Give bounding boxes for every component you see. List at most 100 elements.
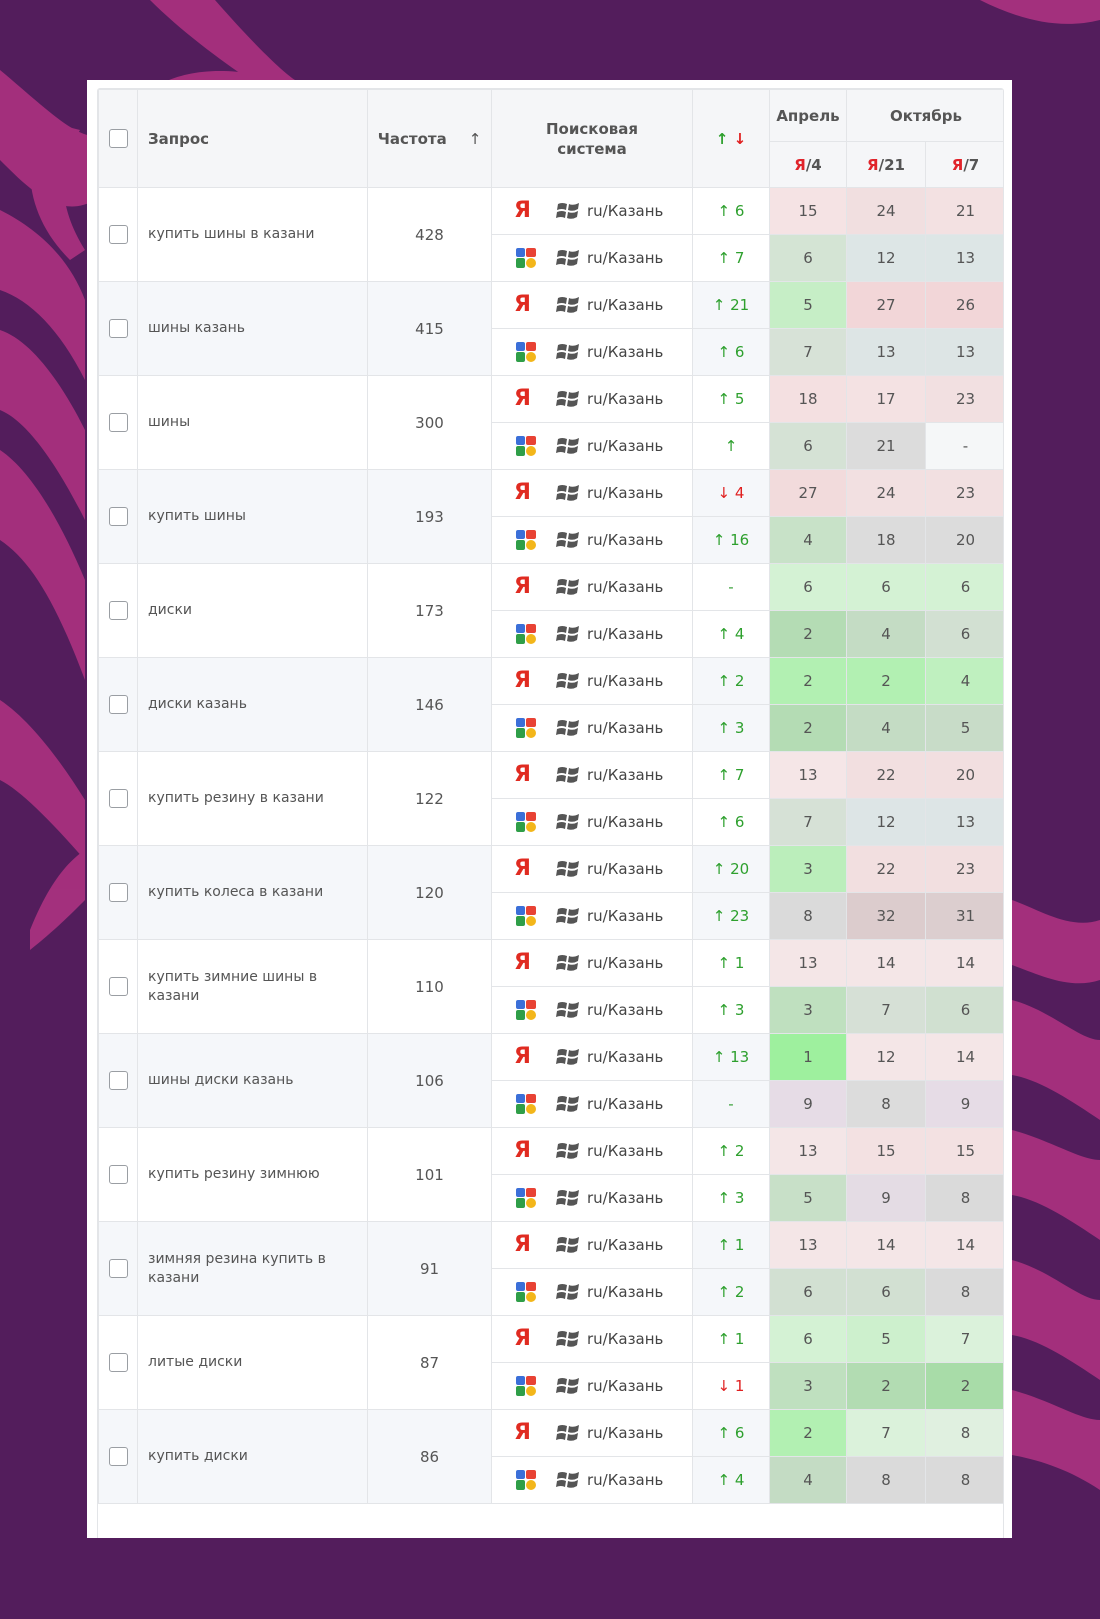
search-engine-column-header[interactable]: Поисковая система [491,89,693,188]
date-label: /21 [878,155,905,174]
position-cell: 9 [846,1174,926,1222]
date-column-header[interactable]: Я/21 [846,141,926,188]
position-cell: 17 [846,375,926,423]
google-icon [514,528,538,552]
dynamics-value: 3 [734,1189,745,1207]
position-cell: 6 [924,563,1003,611]
row-checkbox[interactable] [108,695,128,714]
query-column-header[interactable]: Запрос [137,89,368,188]
yandex-icon: Я [514,1138,531,1163]
row-checkbox[interactable] [108,1165,128,1184]
row-checkbox-cell [98,1409,138,1504]
frequency-column-header[interactable]: Частота ↑ [367,89,492,188]
windows-region-icon [556,720,579,736]
position-cell: 32 [846,892,926,940]
dynamics-arrow-icon: ↑ [717,625,731,643]
position-cell: 2 [924,1362,1003,1410]
google-icon [514,1468,538,1492]
region-label: ru/Казань [587,531,664,549]
windows-region-icon [556,297,579,313]
row-checkbox[interactable] [108,413,128,432]
engine-cell: ru/Казань [491,1362,693,1410]
windows-region-icon [556,1190,579,1206]
region-label: ru/Казань [587,1001,664,1019]
query-cell: зимняя резина купить в казани [137,1221,368,1316]
engine-cell: ru/Казань [491,1080,693,1128]
position-cell: 4 [769,1456,847,1504]
row-checkbox-cell [98,657,138,752]
dynamics-value: 7 [734,249,745,267]
position-cell: 7 [846,986,926,1034]
row-checkbox-cell [98,1221,138,1316]
windows-region-icon [556,673,579,689]
position-cell: 26 [924,281,1003,329]
position-cell: 27 [769,469,847,517]
select-all-checkbox[interactable] [108,129,128,148]
windows-region-icon [556,1096,579,1112]
table-row: ru/Казань ↑ 16 4 18 20 [99,516,1003,564]
row-checkbox[interactable] [108,601,128,620]
dynamics-value: 6 [734,343,745,361]
row-checkbox[interactable] [108,507,128,526]
row-checkbox[interactable] [108,1071,128,1090]
row-checkbox[interactable] [108,1353,128,1372]
yandex-icon: Я [514,762,531,787]
query-cell: купить резину зимнюю [137,1127,368,1222]
yandex-icon: Я [514,386,531,411]
position-cell: 14 [924,1221,1003,1269]
dynamics-value: 1 [734,954,745,972]
row-checkbox[interactable] [108,977,128,996]
position-cell: 6 [846,1268,926,1316]
row-checkbox[interactable] [108,1447,128,1466]
dynamics-arrow-icon: ↑ [717,1283,731,1301]
yandex-icon: Я [514,292,531,317]
yandex-letter: Я [951,155,964,174]
dynamics-arrow-icon: - [728,1095,734,1113]
google-icon-wrap [514,1092,538,1116]
windows-region-icon [556,1284,579,1300]
dynamics-cell: ↓ 1 [692,1362,770,1410]
position-cell: 15 [769,187,847,235]
row-checkbox[interactable] [108,1259,128,1278]
google-icon-wrap [514,998,538,1022]
position-cell: 13 [769,1221,847,1269]
region-label: ru/Казань [587,1377,664,1395]
row-checkbox[interactable] [108,319,128,338]
position-cell: 6 [769,1315,847,1363]
row-checkbox[interactable] [108,883,128,902]
frequency-cell: 101 [367,1127,492,1222]
dynamics-arrow-icon: ↑ [717,1330,731,1348]
frequency-label: Частота [377,129,447,148]
row-checkbox[interactable] [108,789,128,808]
yandex-icon: Я [514,1232,531,1257]
position-cell: 8 [924,1456,1003,1504]
google-icon [514,998,538,1022]
dynamics-value: 2 [734,1142,745,1160]
date-column-header[interactable]: Я/4 [769,141,847,188]
date-column-header[interactable]: Я/7 [924,141,1003,188]
region-label: ru/Казань [587,1283,664,1301]
dynamics-column-header[interactable]: ↑ ↓ [692,89,770,188]
row-checkbox-cell [98,751,138,846]
google-icon-wrap [514,716,538,740]
row-checkbox-cell [98,1127,138,1222]
frequency-cell: 193 [367,469,492,564]
row-checkbox[interactable] [108,225,128,244]
dynamics-arrow-icon: ↑ [717,672,731,690]
query-cell: диски [137,563,368,658]
dynamics-arrow-icon: ↑ [712,907,726,925]
dynamics-cell: ↓ 4 [692,469,770,517]
dynamics-value: 20 [730,860,750,878]
position-cell: 5 [769,281,847,329]
windows-region-icon [556,955,579,971]
windows-region-icon [556,908,579,924]
region-label: ru/Казань [587,1330,664,1348]
dynamics-arrow-icon: ↑ [724,437,738,455]
